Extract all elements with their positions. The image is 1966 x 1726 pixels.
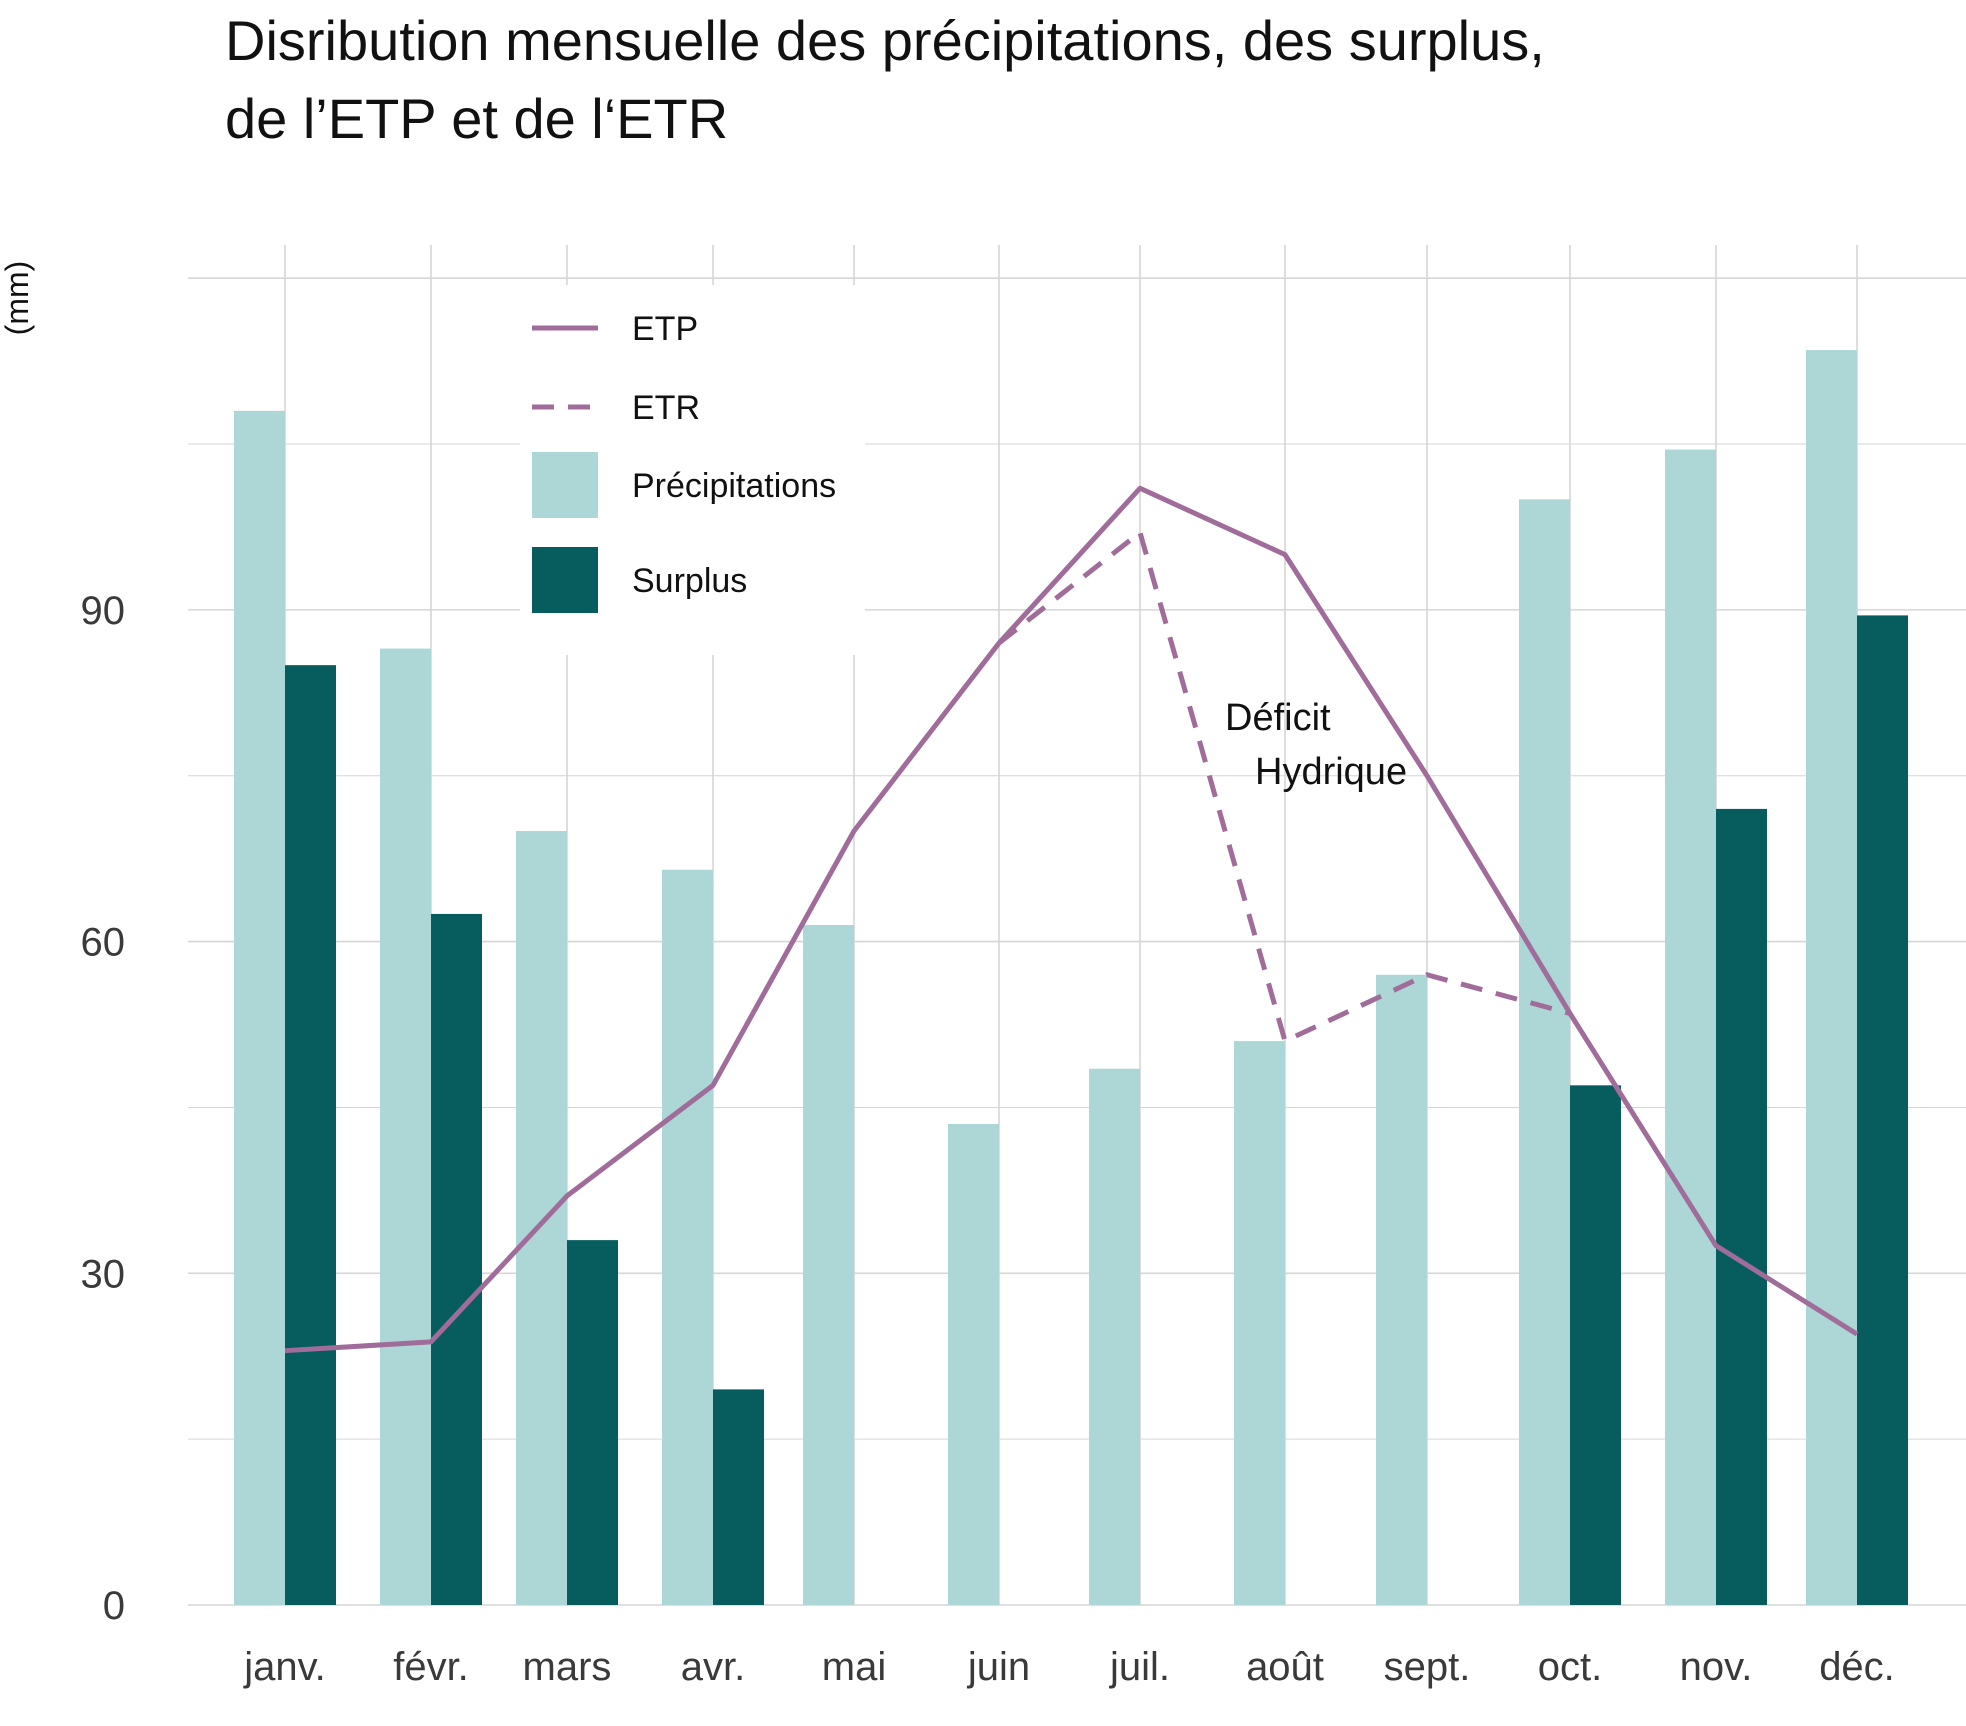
bar-precipitations [1234, 1041, 1285, 1605]
bar-surplus [431, 913, 482, 1605]
line-etp [284, 485, 1859, 1354]
x-tick-label: sept. [1384, 1645, 1471, 1689]
x-tick-label: avr. [681, 1645, 745, 1689]
x-tick-label: oct. [1538, 1645, 1602, 1689]
line-layer [284, 485, 1859, 1354]
bar-surplus [713, 1389, 764, 1605]
annotation-line-1: Déficit [1225, 697, 1331, 739]
x-tick-label: févr. [393, 1645, 469, 1689]
bar-precipitations [1665, 449, 1716, 1605]
bar-precipitations [380, 648, 431, 1605]
x-tick-label: mars [523, 1645, 612, 1689]
bar-precipitations [1376, 974, 1427, 1605]
legend: ETP ETR Précipitations Surplus [520, 285, 865, 655]
legend-label: ETR [632, 389, 700, 427]
annotation-line-2: Hydrique [1255, 751, 1407, 793]
bar-surplus [1716, 808, 1767, 1605]
bar-precipitations [1806, 350, 1857, 1605]
bar-surplus [567, 1240, 618, 1605]
bar-precipitations [803, 925, 854, 1605]
bar-precipitations [1089, 1068, 1140, 1605]
y-tick-label: 90 [81, 589, 126, 633]
bar-surplus [1570, 1085, 1621, 1605]
deficit-annotation: Déficit Hydrique [1225, 697, 1407, 793]
bar-precipitations [516, 831, 567, 1605]
chart-title-line-2: de l’ETP et de l‘ETR [225, 87, 729, 150]
chart-title-line-1: Disribution mensuelle des précipitations… [225, 9, 1545, 72]
legend-label: ETP [632, 310, 698, 348]
legend-key-surplus [532, 547, 598, 613]
bar-precipitations [662, 869, 713, 1605]
x-tick-label: mai [822, 1645, 886, 1689]
bar-layer [234, 350, 1908, 1606]
legend-label: Précipitations [632, 467, 836, 505]
x-tick-label: janv. [243, 1645, 326, 1689]
x-tick-label: juin [967, 1645, 1030, 1689]
y-axis-unit-label: (mm) [0, 261, 35, 336]
x-tick-label: déc. [1819, 1645, 1895, 1689]
x-tick-label: août [1246, 1645, 1324, 1689]
y-tick-label: 60 [81, 921, 126, 965]
bar-precipitations [1519, 499, 1570, 1605]
legend-key-precipitations [532, 452, 598, 518]
y-tick-label: 30 [81, 1252, 126, 1296]
chart-title: Disribution mensuelle des précipitations… [225, 2, 1825, 158]
x-tick-label: nov. [1680, 1645, 1753, 1689]
bar-precipitations [948, 1124, 999, 1605]
y-tick-label: 0 [103, 1584, 125, 1628]
axis-layer: 0 30 60 90 janv. févr. mars avr. mai juin juil. aoû… [81, 589, 1895, 1689]
x-tick-label: juil. [1109, 1645, 1170, 1689]
legend-label: Surplus [632, 562, 747, 600]
line-etr [997, 528, 1571, 1045]
bar-surplus [285, 665, 336, 1605]
bar-precipitations [234, 410, 285, 1606]
bar-surplus [1857, 615, 1908, 1605]
